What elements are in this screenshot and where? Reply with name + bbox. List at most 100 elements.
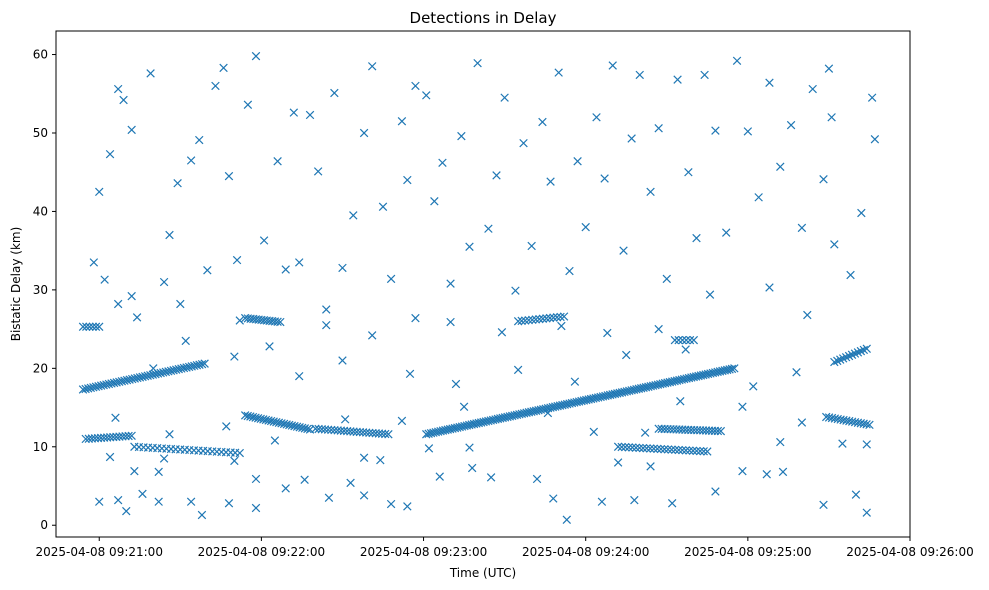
data-point	[222, 422, 231, 431]
data-point	[559, 312, 569, 321]
data-point	[597, 497, 607, 506]
x-tick-label: 2025-04-08 09:22:00	[198, 545, 325, 559]
data-point	[730, 364, 739, 373]
data-point	[513, 317, 523, 326]
data-point	[642, 444, 651, 453]
y-tick-label: 60	[33, 48, 48, 62]
data-point	[276, 317, 285, 327]
data-point	[91, 322, 101, 331]
data-point	[346, 478, 355, 488]
data-point	[792, 368, 801, 377]
data-point	[699, 447, 708, 456]
data-point	[676, 397, 685, 406]
data-point	[865, 420, 874, 430]
data-point	[107, 379, 116, 388]
data-point	[862, 440, 871, 449]
data-point	[473, 58, 482, 68]
data-point	[549, 313, 558, 322]
data-point	[631, 443, 641, 452]
data-point	[451, 379, 461, 389]
data-point	[700, 70, 709, 80]
data-point	[662, 274, 671, 284]
data-point	[386, 499, 396, 509]
data-point	[446, 317, 455, 327]
data-point	[654, 324, 663, 334]
data-point	[546, 177, 555, 186]
data-point	[743, 127, 753, 136]
data-point	[259, 236, 269, 245]
data-point	[862, 344, 871, 353]
data-point	[117, 377, 127, 386]
data-point	[562, 515, 572, 524]
x-axis-label: Time (UTC)	[449, 566, 516, 580]
data-point	[681, 345, 690, 354]
data-point	[786, 120, 796, 130]
x-tick-label: 2025-04-08 09:21:00	[36, 545, 163, 559]
data-point	[269, 417, 278, 426]
data-point	[692, 233, 701, 243]
data-point	[685, 335, 695, 345]
data-point	[405, 369, 415, 379]
data-point	[535, 314, 544, 324]
data-point	[330, 88, 339, 98]
data-point	[243, 100, 253, 109]
plot-background	[56, 31, 910, 537]
data-point	[182, 363, 191, 372]
data-point	[113, 495, 123, 505]
data-point	[95, 497, 104, 506]
x-tick-label: 2025-04-08 09:24:00	[522, 545, 649, 559]
data-point	[359, 453, 369, 462]
data-point	[119, 95, 128, 105]
data-point	[133, 373, 142, 383]
data-point	[165, 430, 174, 439]
data-point	[824, 64, 834, 73]
data-point	[256, 414, 265, 424]
data-point	[272, 417, 281, 427]
data-point	[124, 431, 133, 441]
data-point	[765, 283, 774, 292]
data-point	[127, 374, 137, 384]
data-point	[386, 274, 396, 284]
data-point	[200, 359, 209, 368]
data-point	[161, 367, 171, 377]
data-point	[573, 157, 582, 166]
data-point	[500, 93, 509, 102]
data-point	[565, 266, 574, 276]
data-point	[776, 437, 785, 447]
data-point	[531, 315, 541, 324]
data-point	[376, 455, 385, 465]
data-point	[281, 484, 290, 493]
data-point	[527, 241, 536, 251]
data-point	[459, 402, 469, 411]
data-point	[146, 69, 155, 78]
data-point	[248, 412, 258, 422]
data-point	[403, 175, 412, 185]
data-point	[713, 426, 723, 436]
data-point	[287, 421, 297, 430]
y-tick-label: 30	[33, 283, 48, 297]
data-point	[467, 463, 477, 473]
data-point	[181, 336, 190, 346]
data-point	[159, 277, 169, 287]
data-point	[545, 313, 555, 323]
data-point	[685, 446, 694, 455]
data-point	[179, 363, 189, 373]
data-point	[640, 428, 650, 437]
data-point	[513, 365, 523, 375]
data-point	[836, 355, 845, 364]
data-point	[862, 508, 871, 517]
data-point	[111, 413, 120, 422]
data-point	[197, 510, 207, 520]
data-point	[112, 378, 121, 387]
data-point	[682, 335, 691, 345]
data-point	[384, 430, 393, 439]
data-point	[266, 416, 276, 426]
data-point	[95, 322, 104, 331]
data-point	[324, 493, 334, 502]
data-point	[273, 157, 282, 166]
data-point	[169, 366, 178, 375]
data-point	[833, 356, 842, 366]
data-point	[143, 371, 152, 380]
data-point	[197, 359, 207, 369]
data-point	[138, 489, 147, 499]
